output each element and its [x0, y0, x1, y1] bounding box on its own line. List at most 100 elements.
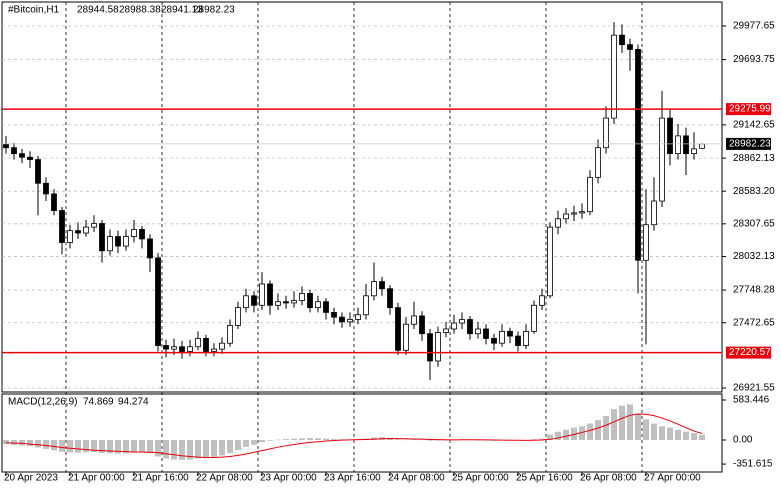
macd-bar — [43, 439, 49, 449]
macd-bar — [115, 439, 121, 454]
candle-body — [283, 301, 289, 304]
y-tick-label: 29693.75 — [733, 54, 775, 65]
macd-main-value: 74.869 — [83, 397, 114, 408]
macd-bar — [307, 437, 313, 440]
candle-body — [699, 143, 705, 149]
candle-body — [99, 223, 105, 252]
candle-body — [91, 223, 97, 228]
x-tick-label: 21 Apr 16:00 — [132, 473, 189, 484]
header-high: 28988.38 — [119, 5, 161, 16]
macd-bar — [539, 438, 545, 440]
macd-y-tick-label: 0.00 — [733, 435, 753, 446]
price-label: 28982.23 — [729, 139, 771, 150]
candle-body — [219, 342, 225, 350]
level-label: 29275.99 — [729, 104, 771, 115]
candle-body — [651, 200, 657, 226]
x-tick-label: 25 Apr 16:00 — [516, 473, 573, 484]
y-tick-label: 28032.13 — [733, 251, 775, 262]
macd-bar — [267, 439, 273, 441]
macd-bar — [587, 423, 593, 440]
candle-body — [371, 281, 377, 297]
candle-body — [491, 338, 497, 344]
macd-bar — [123, 439, 129, 454]
macd-bar — [315, 438, 321, 440]
candle-body — [539, 295, 545, 306]
candle-body — [675, 135, 681, 155]
candle-body — [11, 147, 17, 155]
macd-bar — [571, 427, 577, 440]
candle-body — [611, 34, 617, 119]
candle-body — [171, 346, 177, 350]
macd-y-tick-label: 583.446 — [733, 395, 770, 406]
macd-bar — [243, 439, 249, 447]
candle-body — [619, 34, 625, 46]
macd-bar — [187, 439, 193, 460]
header-open: 28944.58 — [77, 5, 119, 16]
candle-body — [331, 311, 337, 318]
candle-body — [339, 316, 345, 323]
macd-bar — [67, 439, 73, 453]
macd-bar — [611, 409, 617, 440]
macd-bar — [195, 439, 201, 459]
symbol-title: #Bitcoin,H1 — [8, 5, 60, 16]
candle-body — [347, 319, 353, 323]
macd-bar — [563, 429, 569, 440]
macd-bar — [99, 439, 105, 454]
macd-bar — [3, 439, 9, 445]
candle-body — [163, 345, 169, 350]
macd-bar — [219, 439, 225, 456]
macd-bar — [75, 439, 81, 453]
candle-body — [323, 301, 329, 313]
y-tick-label: 29142.65 — [733, 120, 775, 131]
x-tick-label: 26 Apr 08:00 — [580, 473, 637, 484]
candle-body — [243, 295, 249, 309]
macd-bar — [547, 434, 553, 440]
candle-body — [483, 328, 489, 339]
macd-bar — [251, 439, 257, 445]
macd-bar — [131, 439, 137, 453]
candle-body — [563, 213, 569, 220]
candle-body — [627, 44, 633, 50]
macd-bar — [83, 439, 89, 453]
y-tick-label: 26921.55 — [733, 383, 775, 394]
macd-bar — [699, 434, 705, 440]
macd-bar — [275, 439, 281, 441]
header-low: 28941.13 — [161, 5, 203, 16]
candle-body — [235, 307, 241, 326]
candle-body — [75, 230, 81, 234]
macd-bar — [331, 438, 337, 440]
macd-bar — [395, 439, 401, 440]
candle-body — [43, 182, 49, 195]
macd-bar — [619, 405, 625, 440]
candle-body — [251, 295, 257, 306]
macd-bar — [27, 439, 33, 447]
candle-body — [555, 218, 561, 228]
macd-bar — [211, 439, 217, 457]
candle-body — [435, 332, 441, 362]
candle-body — [83, 226, 89, 234]
macd-bar — [235, 439, 241, 450]
y-tick-label: 28583.20 — [733, 186, 775, 197]
candle-body — [475, 328, 481, 335]
candle-body — [267, 283, 273, 306]
macd-title: MACD(12,26,9) — [8, 397, 77, 408]
candle-body — [643, 224, 649, 261]
level-label: 27220.57 — [729, 347, 771, 358]
candle-body — [395, 307, 401, 351]
macd-bar — [139, 439, 145, 453]
candle-body — [307, 293, 313, 309]
macd-bar — [35, 439, 41, 448]
candle-body — [67, 230, 73, 243]
candle-body — [131, 229, 137, 237]
macd-bar — [531, 439, 537, 440]
candle-body — [179, 346, 185, 352]
y-tick-label: 27472.65 — [733, 317, 775, 328]
candle-body — [227, 325, 233, 344]
candle-body — [515, 335, 521, 346]
macd-bar — [299, 438, 305, 440]
candle-body — [107, 236, 113, 252]
candle-body — [451, 322, 457, 330]
candle-body — [379, 281, 385, 290]
